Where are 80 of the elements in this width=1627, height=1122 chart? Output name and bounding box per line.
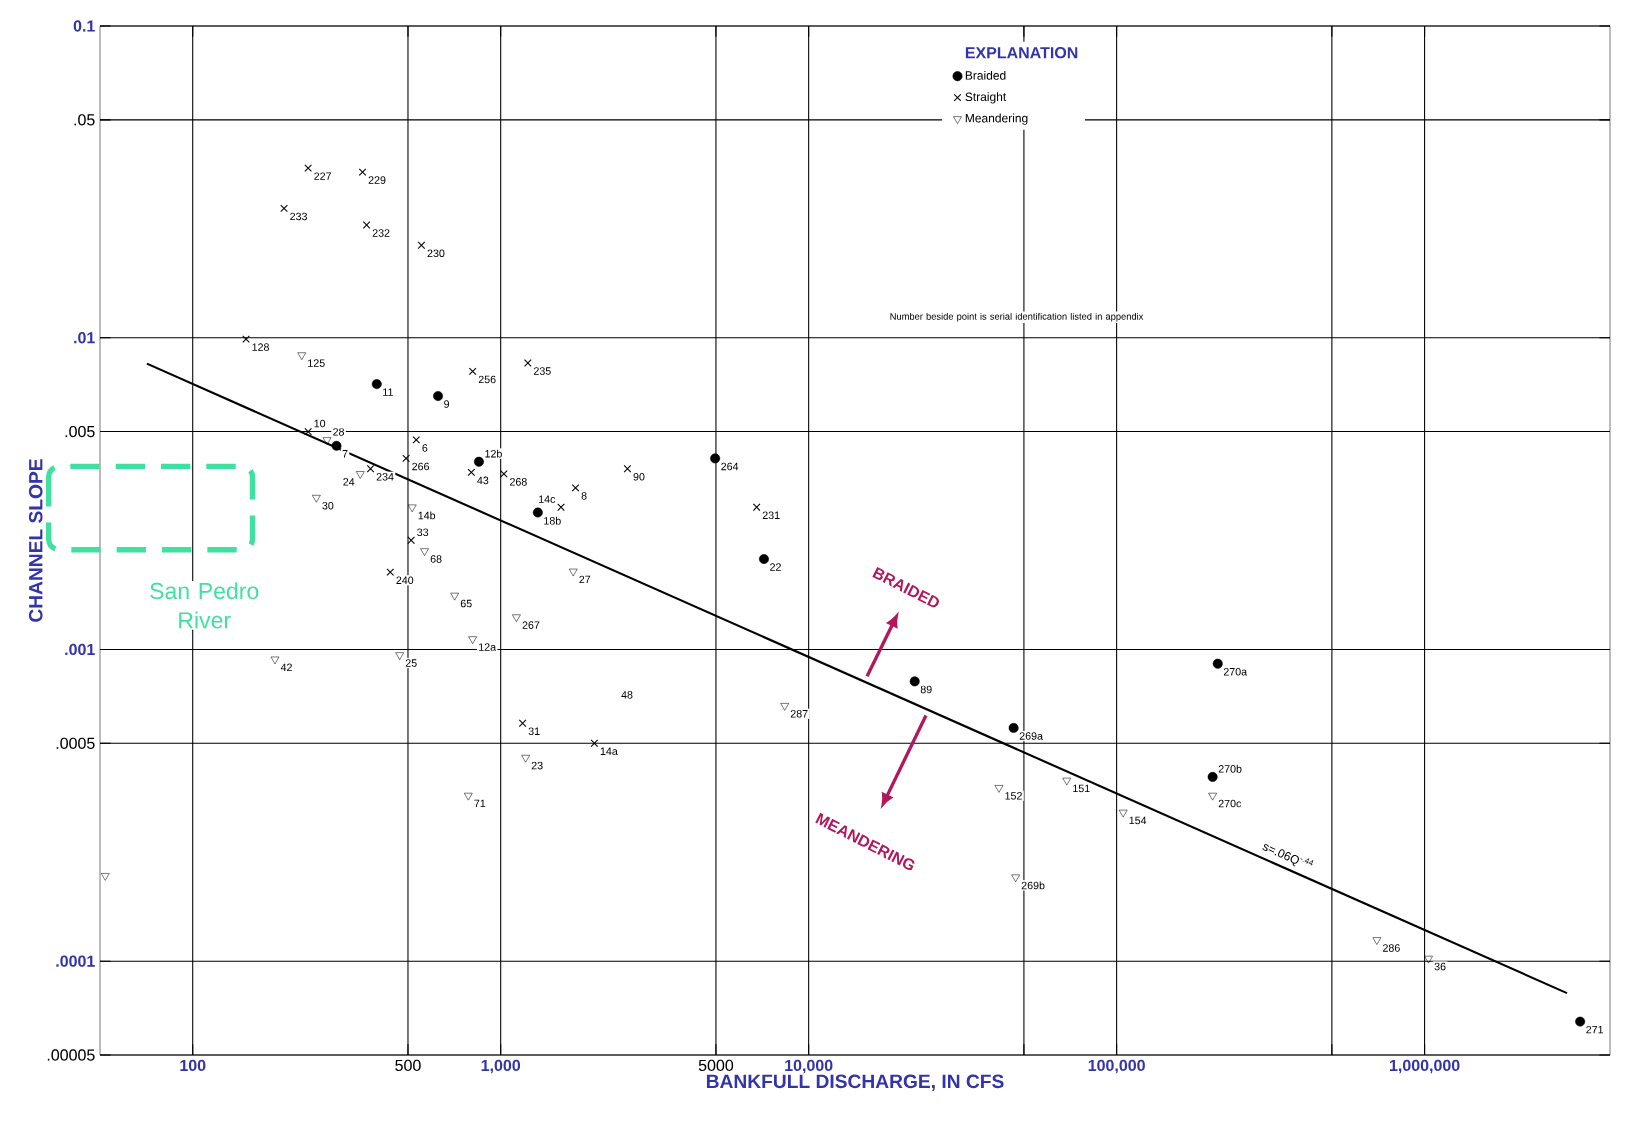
annotation: 6 xyxy=(422,444,428,452)
y-tick-label: .01 xyxy=(74,332,95,344)
y-tick-label: .005 xyxy=(65,425,95,438)
annotation: 266 xyxy=(412,462,430,471)
y-tick-label: .05 xyxy=(74,114,95,126)
annotation: 152 xyxy=(1005,792,1022,800)
annotation: 154 xyxy=(1129,816,1147,825)
legend-label: Straight xyxy=(965,92,1007,104)
annotation: 30 xyxy=(322,501,334,510)
annotation: 235 xyxy=(533,367,551,375)
annotation: 36 xyxy=(1434,962,1446,971)
annotation: Number beside point is serial identification listed in appendix xyxy=(890,312,1144,322)
x-tick-label: 10,000 xyxy=(785,1059,833,1074)
annotation: 240 xyxy=(396,576,414,584)
annotation: 27 xyxy=(579,575,591,584)
annotation: 7 xyxy=(342,450,348,458)
y-tick-label: 0.1 xyxy=(73,20,95,32)
annotation: 24 xyxy=(343,478,355,486)
x-tick-label: 5000 xyxy=(698,1059,734,1072)
x-tick-label: 1,000 xyxy=(481,1059,521,1074)
y-tick-label: .0005 xyxy=(56,737,95,749)
annotation: 14c xyxy=(539,495,556,503)
annotation: San Pedro River xyxy=(150,582,259,629)
annotation: 25 xyxy=(405,659,417,667)
annotation: 89 xyxy=(920,685,932,694)
annotation: 71 xyxy=(474,799,486,808)
y-tick-label: .001 xyxy=(65,643,95,656)
annotation: 43 xyxy=(477,476,489,485)
annotation: 18b xyxy=(544,516,561,525)
annotation: 128 xyxy=(252,343,269,351)
annotation: 48 xyxy=(621,691,633,699)
annotation: 28 xyxy=(333,428,345,436)
x-tick-label: 500 xyxy=(395,1059,421,1072)
annotation: 22 xyxy=(770,563,781,571)
annotation: 12b xyxy=(485,449,502,458)
annotation: 270b xyxy=(1218,764,1242,773)
annotation: 271 xyxy=(1586,1025,1604,1034)
annotation: 268 xyxy=(510,478,527,486)
annotation: 270a xyxy=(1223,667,1248,676)
annotation: 230 xyxy=(427,249,445,258)
annotation: 42 xyxy=(280,663,292,671)
x-tick-label: 100,000 xyxy=(1088,1059,1145,1074)
annotation: 227 xyxy=(314,172,331,180)
annotation: 14a xyxy=(600,747,618,755)
annotation: 232 xyxy=(372,229,390,237)
annotation: 31 xyxy=(528,727,540,736)
annotation: 231 xyxy=(762,511,780,520)
annotation: 11 xyxy=(383,388,393,396)
annotation: 10 xyxy=(314,419,326,428)
annotation: 269a xyxy=(1019,732,1043,740)
x-tick-label: 1,000,000 xyxy=(1390,1059,1460,1074)
annotation: 14b xyxy=(418,511,436,520)
x-axis-title: BANKFULL DISCHARGE, IN CFS xyxy=(706,1074,1004,1091)
annotation: 287 xyxy=(790,709,808,718)
annotation: 68 xyxy=(430,555,442,563)
x-tick-label: 100 xyxy=(180,1059,206,1072)
annotation: 12a xyxy=(479,643,497,651)
y-tick-label: .00005 xyxy=(47,1049,95,1061)
legend-title: EXPLANATION xyxy=(965,47,1078,59)
annotation: 125 xyxy=(308,359,325,367)
annotation: 286 xyxy=(1383,944,1400,952)
y-tick-label: .0001 xyxy=(56,955,95,967)
annotation: 9 xyxy=(444,400,450,408)
annotation: 267 xyxy=(522,621,540,629)
annotation: 8 xyxy=(581,492,587,500)
legend-label: Meandering xyxy=(965,113,1028,125)
annotation: 270c xyxy=(1218,799,1242,808)
annotation: 229 xyxy=(368,176,386,184)
annotation: 90 xyxy=(633,473,645,481)
annotation: 269b xyxy=(1021,881,1045,890)
annotation: 256 xyxy=(478,375,496,384)
y-axis-title: CHANNEL SLOPE xyxy=(28,459,43,622)
annotation: 233 xyxy=(290,212,307,221)
annotation: 33 xyxy=(417,528,429,537)
annotation: 264 xyxy=(721,462,739,471)
annotation: 65 xyxy=(460,599,472,608)
annotation: 151 xyxy=(1073,784,1090,793)
annotation: 234 xyxy=(376,473,394,481)
annotation: 23 xyxy=(531,761,543,770)
legend-label: Braided xyxy=(965,70,1006,80)
